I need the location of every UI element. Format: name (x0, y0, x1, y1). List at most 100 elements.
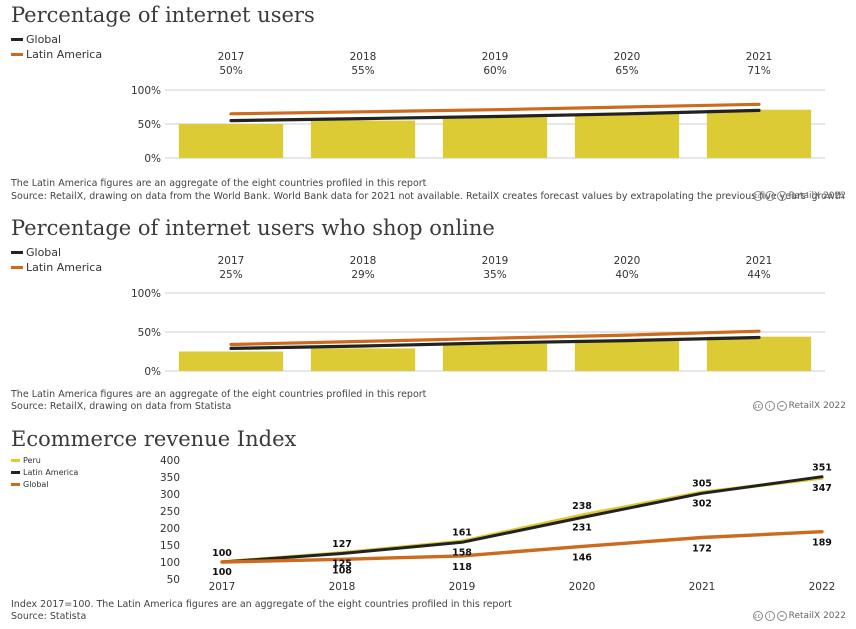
bar (706, 109, 812, 158)
data-label-peru: 127 (332, 539, 352, 550)
data-label-peru: 347 (812, 483, 832, 494)
legend-item-global: Global (11, 32, 102, 47)
data-label-peru: 161 (452, 527, 472, 538)
y-tick-label: 50 (167, 574, 180, 586)
legend-item-peru: Peru (11, 454, 78, 466)
data-label: 65% (615, 65, 638, 77)
y-tick-label: 200 (160, 523, 180, 535)
legend-label: Global (26, 246, 62, 259)
y-tick-label: 100% (131, 288, 161, 300)
chart-shop-online: Percentage of internet users who shop on… (0, 213, 856, 416)
equal-icon: = (776, 191, 787, 201)
legend-label: Peru (23, 455, 41, 465)
x-tick-label: 2019 (449, 581, 476, 593)
credit-label: RetailX 2022 (788, 191, 846, 201)
x-tick-label: 2017 (209, 581, 236, 593)
chart-title: Ecommerce revenue Index (11, 427, 297, 451)
data-label: 71% (747, 65, 770, 77)
y-tick-label: 50% (138, 327, 161, 339)
chart-title: Percentage of internet users (11, 3, 315, 27)
x-tick-label: 2018 (350, 255, 377, 267)
chart-title: Percentage of internet users who shop on… (11, 216, 495, 240)
x-tick-label: 2018 (329, 581, 356, 593)
data-label: 29% (351, 269, 374, 281)
source-note: Source: RetailX, drawing on data from St… (11, 401, 232, 412)
legend-swatch-latin-america (11, 53, 23, 56)
legend-swatch-latin-america (11, 266, 23, 269)
bar (310, 120, 416, 158)
data-label-latin-america: 302 (692, 498, 712, 509)
x-tick-label: 2021 (689, 581, 716, 593)
series-line-latin-america (229, 102, 761, 116)
y-tick-label: 350 (160, 472, 180, 484)
footnote: The Latin America figures are an aggrega… (11, 389, 427, 400)
chart-internet-users: Percentage of internet users Global Lati… (0, 0, 856, 210)
y-tick-label: 0% (144, 153, 161, 165)
credit-label: RetailX 2022 (788, 401, 846, 411)
data-label: 60% (483, 65, 506, 77)
data-label-global: 146 (572, 552, 592, 563)
y-tick-label: 0% (144, 366, 161, 378)
x-tick-label: 2019 (482, 255, 509, 267)
chart-ecommerce-index: Ecommerce revenue Index Peru Latin Ameri… (0, 424, 856, 629)
x-tick-label: 2020 (614, 255, 641, 267)
bar (574, 113, 680, 158)
chart-plot: 100% 50% 0% 2017 50% 2018 55% 2019 60% 2020 65% 202… (131, 51, 825, 165)
credit: cc i = RetailX 2022 (752, 611, 846, 621)
equal-icon: = (776, 401, 787, 411)
legend-item-global: Global (11, 478, 78, 490)
data-label-global: 172 (692, 544, 712, 555)
series-line-latin-america (229, 329, 761, 347)
data-label: 50% (219, 65, 242, 77)
x-tick-label: 2022 (809, 581, 836, 593)
by-icon: i (764, 611, 775, 621)
y-tick-label: 300 (160, 489, 180, 501)
legend: Peru Latin America Global (11, 454, 78, 490)
data-label: 55% (351, 65, 374, 77)
x-tick-label: 2017 (218, 51, 245, 63)
data-label-peru: 238 (572, 501, 592, 512)
cc-icon: cc (752, 611, 763, 621)
data-label-latin-america: 125 (332, 559, 352, 570)
data-label: 44% (747, 269, 770, 281)
legend-item-global: Global (11, 245, 102, 260)
data-label: 35% (483, 269, 506, 281)
series-line-global (229, 108, 761, 123)
data-label-latin-america: 100 (212, 567, 232, 578)
legend-label: Global (26, 33, 62, 46)
y-tick-label: 400 (160, 455, 180, 467)
legend: Global Latin America (11, 245, 102, 275)
x-tick-label: 2020 (614, 51, 641, 63)
credit-label: RetailX 2022 (788, 611, 846, 621)
x-tick-label: 2021 (746, 255, 773, 267)
data-label-global: 108 (332, 565, 352, 576)
cc-icon: cc (752, 401, 763, 411)
bar (442, 343, 548, 371)
x-tick-label: 2017 (218, 255, 245, 267)
legend-item-latin-america: Latin America (11, 260, 102, 275)
legend-label: Latin America (26, 261, 103, 274)
y-tick-label: 100 (160, 557, 180, 569)
legend-label: Global (23, 479, 49, 489)
by-icon: i (764, 401, 775, 411)
cc-icon: cc (752, 191, 763, 201)
bar (178, 124, 284, 158)
bar (706, 336, 812, 371)
data-label-latin-america: 231 (572, 522, 592, 533)
legend-label: Latin America (26, 48, 103, 61)
legend-swatch-global (11, 482, 20, 486)
data-label-global: 189 (812, 538, 832, 549)
data-label-peru: 100 (212, 548, 232, 559)
legend-swatch-peru (11, 458, 20, 462)
credit: cc i = RetailX 2022 (752, 191, 846, 201)
legend-label: Latin America (23, 467, 79, 477)
data-label-peru: 305 (692, 478, 712, 489)
data-label-global: 118 (452, 562, 472, 573)
legend-item-latin-america: Latin America (11, 47, 102, 62)
bar (310, 348, 416, 371)
source-note: Source: RetailX, drawing on data from th… (11, 191, 845, 202)
legend-swatch-global (11, 38, 23, 41)
x-tick-label: 2019 (482, 51, 509, 63)
legend: Global Latin America (11, 32, 102, 62)
legend-item-latin-america: Latin America (11, 466, 78, 478)
